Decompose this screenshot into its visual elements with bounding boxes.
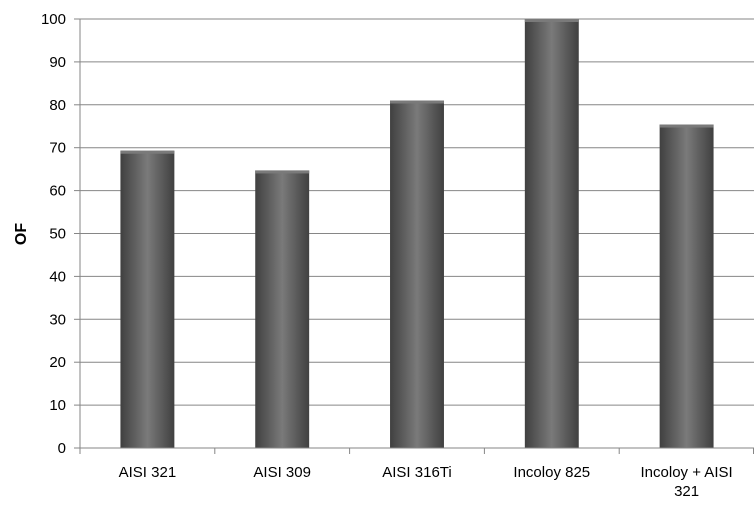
bar [255,170,310,448]
y-tick-label: 20 [49,354,66,371]
y-tick-label: 0 [58,440,66,457]
bar-top-highlight [255,170,310,174]
bar [390,100,444,448]
x-tick-label: Incoloy + AISI 321 [641,464,733,500]
y-tick-label: 70 [49,140,66,157]
bar [120,150,175,448]
y-tick-label: 10 [49,397,66,414]
x-tick-label: AISI 309 [253,464,311,481]
bar [524,19,579,448]
bar-top-highlight [390,100,444,104]
x-tick-label: AISI 321 [119,464,177,481]
y-tick-label: 60 [49,183,66,200]
y-tick-label: 50 [49,226,66,243]
y-tick-label: 80 [49,97,66,114]
y-tick-label: 30 [49,311,66,328]
y-tick-label: 40 [49,268,66,285]
y-tick-label: 100 [41,11,66,28]
x-tick-label: Incoloy 825 [513,464,590,481]
bar-top-highlight [524,19,579,22]
y-axis-label: OF [13,223,30,245]
x-tick-label: AISI 316Ti [382,464,451,481]
y-tick-label: 90 [49,54,66,71]
bar-top-highlight [120,150,175,154]
bar-top-highlight [659,124,714,128]
bar [659,124,714,448]
tick-labels: 0 10 20 30 40 50 60 70 80 90 100 AISI 321 AISI 309 AI… [41,11,733,500]
bars [120,19,714,448]
